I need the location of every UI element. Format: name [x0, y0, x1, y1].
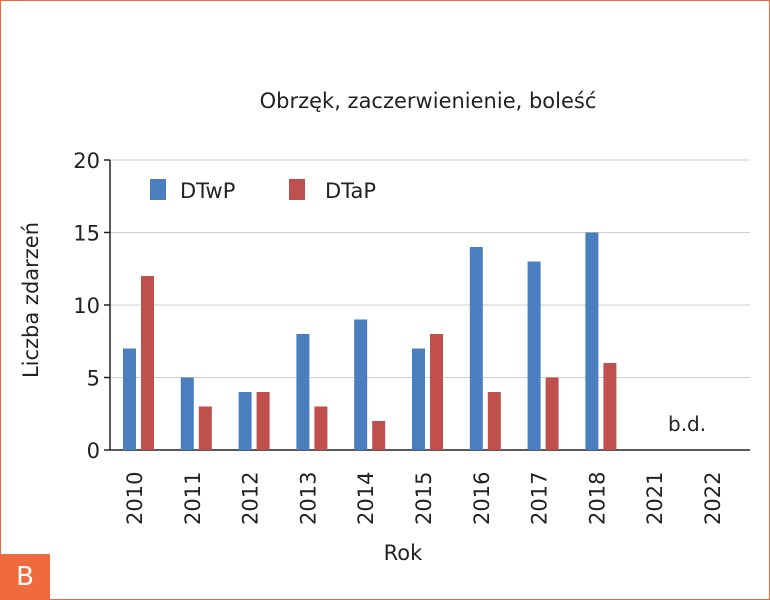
bar-dtwp-2018: [585, 232, 599, 450]
y-tick-label: 5: [87, 367, 100, 391]
bar-dtwp-2011: [180, 377, 194, 450]
bar-dtwp-2014: [354, 319, 368, 450]
legend-swatch-dtwp: [150, 179, 166, 200]
x-tick-label: 2010: [123, 472, 147, 525]
no-data-annotation: b.d.: [668, 412, 706, 436]
bar-dtap-2014: [372, 421, 386, 450]
x-tick-label: 2012: [239, 472, 263, 525]
bar-dtap-2018: [603, 363, 617, 450]
bar-dtap-2011: [198, 406, 212, 450]
bar-dtwp-2017: [527, 261, 541, 450]
bar-dtwp-2010: [123, 348, 136, 450]
x-tick-label: 2018: [585, 472, 609, 525]
legend-swatch-dtap: [289, 179, 305, 200]
bar-dtwp-2013: [296, 334, 310, 450]
bar-dtap-2012: [256, 392, 270, 450]
x-tick-label: 2011: [181, 472, 205, 525]
legend-label-dtap: DTaP: [325, 179, 376, 203]
bar-dtap-2010: [141, 276, 154, 450]
bar-dtwp-2016: [469, 247, 483, 450]
y-tick-label: 0: [87, 439, 100, 463]
x-tick-label: 2016: [470, 472, 494, 525]
y-tick-label: 10: [73, 294, 100, 318]
legend-label-dtwp: DTwP: [180, 179, 235, 203]
bar-dtwp-2015: [412, 348, 425, 450]
bar-dtap-2017: [545, 377, 559, 450]
chart-title: Obrzęk, zaczerwienienie, boleść: [260, 89, 597, 113]
x-tick-label: 2015: [412, 472, 436, 525]
x-tick-label: 2021: [643, 472, 667, 525]
panel-label-badge: B: [0, 554, 50, 600]
x-axis-label: Rok: [384, 541, 423, 565]
y-tick-label: 20: [73, 149, 100, 173]
bar-dtap-2015: [430, 334, 443, 450]
y-tick-label: 15: [73, 222, 100, 246]
x-tick-label: 2013: [296, 472, 320, 525]
x-tick-label: 2022: [701, 472, 725, 525]
x-tick-label: 2014: [354, 472, 378, 525]
bar-dtap-2013: [314, 406, 328, 450]
x-tick-label: 2017: [528, 472, 552, 525]
bar-dtwp-2012: [238, 392, 252, 450]
y-axis-label: Liczba zdarzeń: [19, 222, 43, 378]
bar-dtap-2016: [487, 392, 501, 450]
